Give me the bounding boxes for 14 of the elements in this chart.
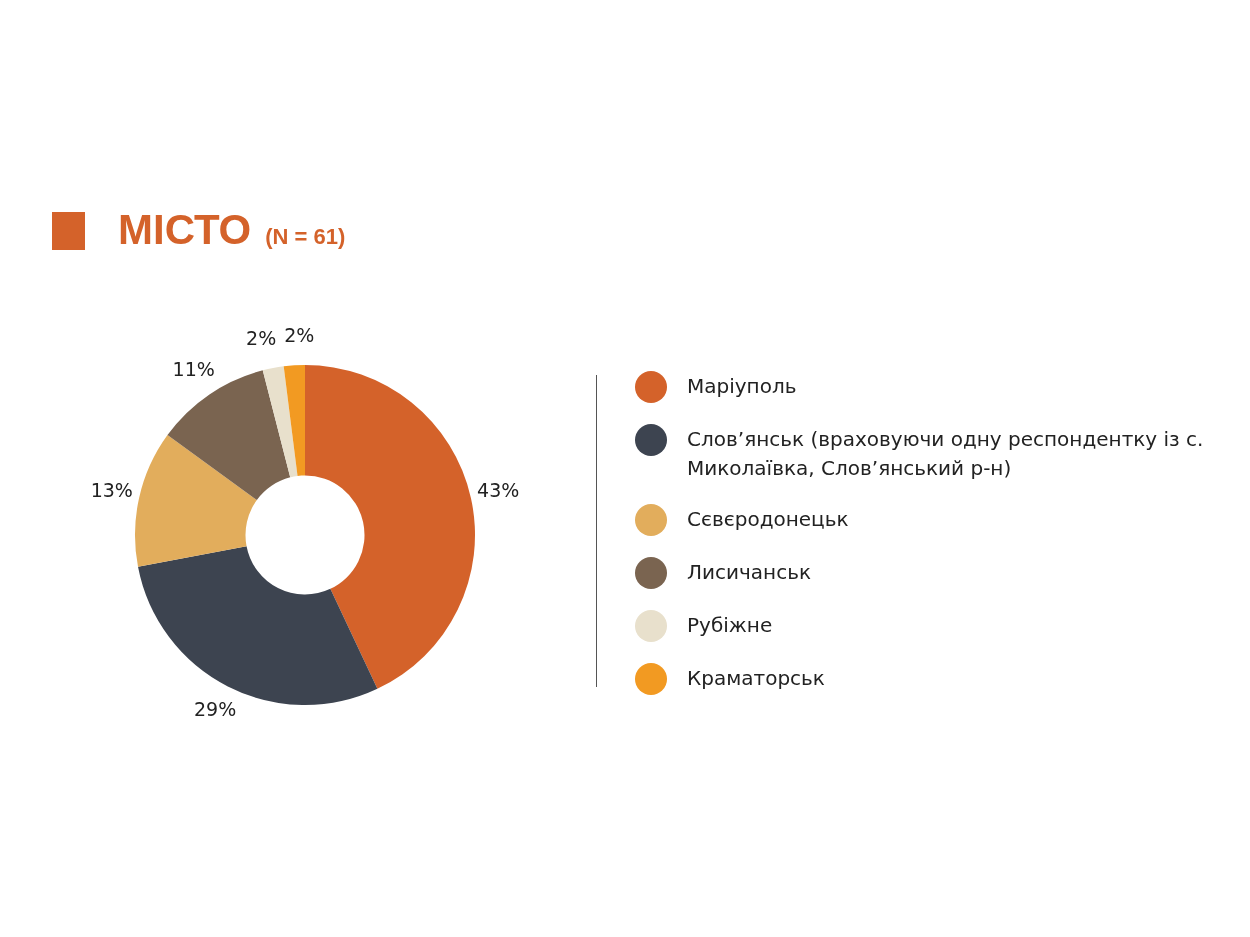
data-label: 11% — [172, 358, 215, 381]
legend-label: Лисичанськ — [687, 559, 812, 586]
legend-label: Сєвєродонецьк — [687, 506, 849, 533]
data-label: 29% — [193, 698, 237, 721]
data-label: 43% — [477, 478, 520, 501]
data-label: 2% — [246, 327, 277, 350]
chart-title: МІСТО — [118, 206, 252, 253]
legend-label: Маріуполь — [687, 373, 797, 400]
legend-label: Краматорськ — [687, 665, 825, 692]
data-label: 13% — [90, 478, 133, 501]
chart-subtitle: (N = 61) — [265, 224, 346, 249]
legend-label: Слов’янськ (враховуючи одну респондентку із с. Миколаївка, Слов’янський р-н) — [687, 426, 1205, 482]
data-label: 2% — [284, 324, 315, 347]
legend-label: Рубіжне — [687, 612, 773, 639]
